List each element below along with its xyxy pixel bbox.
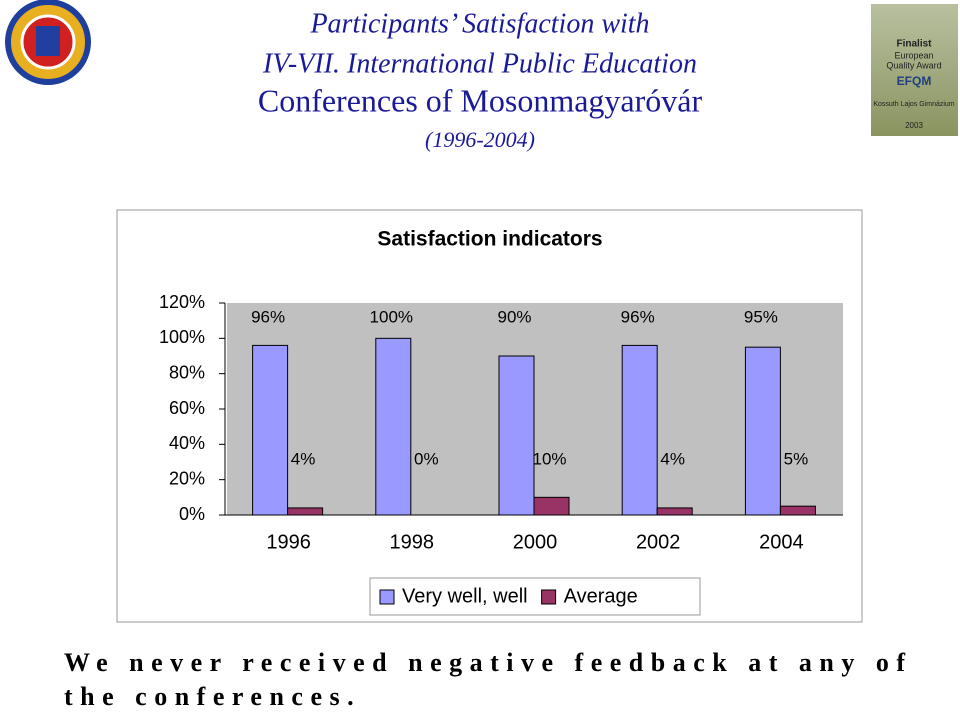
data-label: 0% [414, 449, 439, 468]
bar [621, 344, 658, 516]
bar [375, 337, 412, 516]
y-tick-label: 120% [159, 292, 205, 312]
bar [498, 355, 535, 516]
legend-box [369, 577, 701, 616]
title-line: IV-VII. International Public Education [262, 48, 697, 79]
x-tick-label: 1998 [390, 531, 435, 553]
bar [533, 496, 570, 516]
badge-text: Finalist [896, 39, 932, 50]
data-label: 4% [660, 449, 685, 468]
footer-text: We never received negative feedback at a… [64, 648, 913, 711]
y-tick-label: 20% [169, 468, 205, 488]
legend-swatch [541, 589, 557, 605]
x-tick-label: 2002 [636, 531, 681, 553]
title-line: (1996-2004) [425, 127, 535, 152]
y-tick-label: 60% [169, 398, 205, 418]
data-label: 96% [621, 307, 655, 326]
legend-swatch [379, 589, 395, 605]
title-line: Conferences of Mosonmagyaróvár [258, 82, 703, 118]
legend-label: Average [564, 585, 638, 607]
data-label: 96% [251, 307, 285, 326]
bar [656, 507, 693, 516]
data-label: 90% [497, 307, 531, 326]
badge-text: EFQM [897, 74, 932, 88]
data-label: 10% [532, 449, 566, 468]
y-tick-label: 80% [169, 362, 205, 382]
badge-text: Kossuth Lajos Gimnázium [873, 101, 954, 108]
school-logo [5, 0, 91, 85]
bar [287, 507, 324, 516]
badge-text: 2003 [905, 121, 923, 130]
data-label: 100% [370, 307, 413, 326]
y-tick-label: 100% [159, 327, 205, 347]
x-tick-label: 1996 [266, 531, 311, 553]
bar [779, 505, 816, 516]
y-tick-label: 40% [169, 433, 205, 453]
data-label: 95% [744, 307, 778, 326]
badge-text: Quality Award [886, 60, 941, 70]
data-label: 5% [784, 449, 809, 468]
x-tick-label: 2004 [759, 531, 804, 553]
chart-title: Satisfaction indicators [377, 228, 602, 251]
title-line: Participants’ Satisfaction with [309, 8, 649, 39]
data-label: 4% [291, 449, 316, 468]
x-tick-label: 2000 [513, 531, 558, 553]
legend-label: Very well, well [402, 585, 528, 607]
award-badge [871, 4, 958, 136]
bar [252, 344, 289, 516]
y-tick-label: 0% [179, 504, 205, 524]
badge-text: European [894, 50, 933, 60]
bar [744, 346, 781, 516]
plot-area [227, 303, 843, 515]
